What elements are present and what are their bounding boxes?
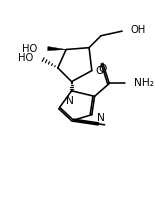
Text: HO: HO [18,53,33,63]
Text: NH₂: NH₂ [134,78,154,88]
Text: OH: OH [130,25,146,35]
Text: HO: HO [22,44,38,54]
Text: N: N [97,113,105,123]
Polygon shape [48,47,66,51]
Text: N: N [66,96,74,106]
Text: O: O [98,64,107,74]
Text: O: O [95,66,103,76]
